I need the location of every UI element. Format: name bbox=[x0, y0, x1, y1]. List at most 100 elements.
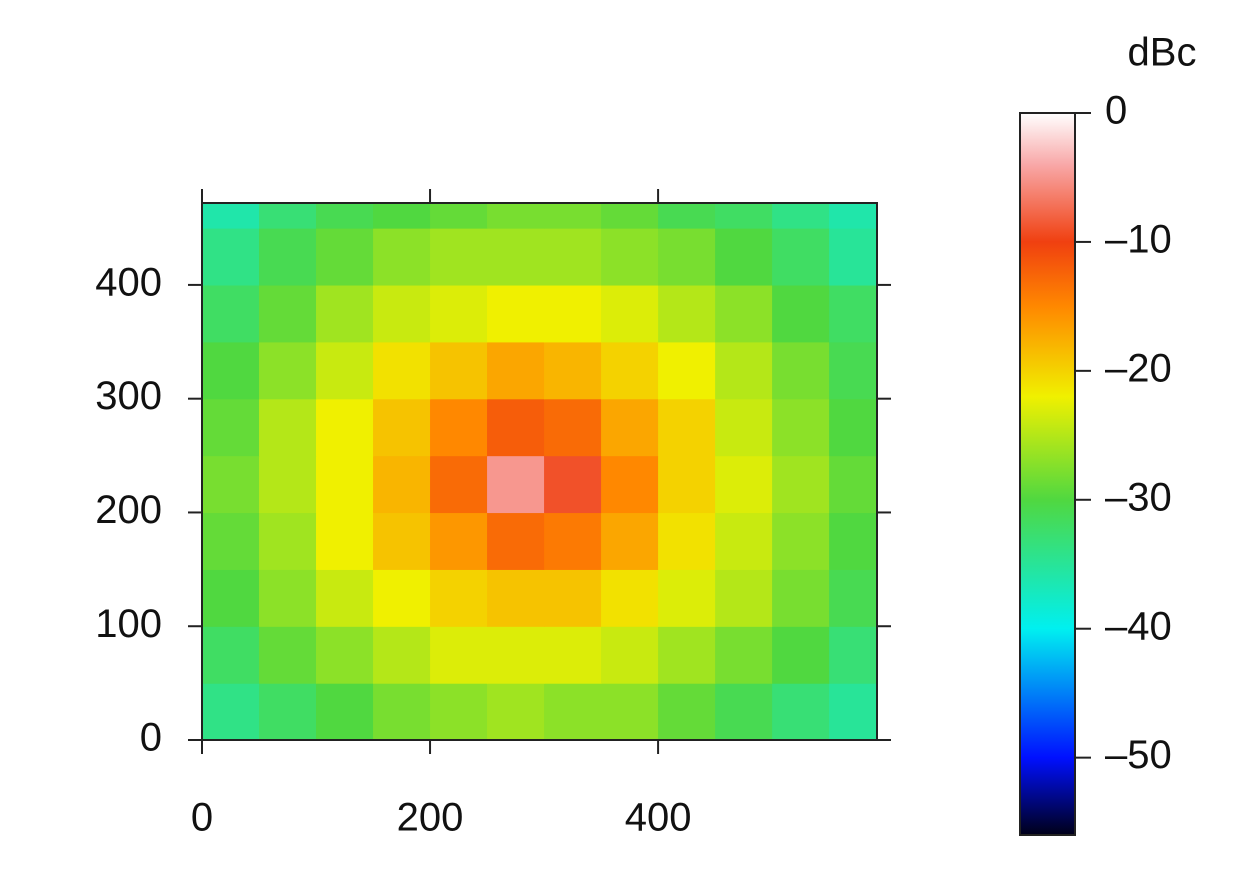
heatmap-cell bbox=[658, 455, 716, 514]
heatmap-cell bbox=[772, 203, 830, 229]
heatmap-cell bbox=[601, 512, 659, 570]
heatmap-cell bbox=[430, 341, 488, 400]
heatmap-cell bbox=[544, 398, 602, 457]
colorbar bbox=[1019, 112, 1076, 836]
heatmap-cell bbox=[373, 228, 431, 286]
y-tick-label: 200 bbox=[95, 488, 162, 532]
heatmap-cell bbox=[259, 626, 317, 684]
heatmap-cell bbox=[316, 228, 374, 286]
heatmap-cell bbox=[544, 341, 602, 400]
heatmap-cell bbox=[430, 203, 488, 229]
heatmap-cell bbox=[202, 203, 260, 229]
heatmap-cell bbox=[829, 512, 878, 570]
heatmap-cell bbox=[316, 284, 374, 343]
colorbar-tick-label: –40 bbox=[1105, 604, 1172, 648]
heatmap-cell bbox=[829, 455, 878, 514]
heatmap-cell bbox=[202, 228, 260, 286]
heatmap-cell bbox=[316, 626, 374, 684]
heatmap-cell bbox=[715, 626, 773, 684]
heatmap-cell bbox=[772, 626, 830, 684]
heatmap-cell bbox=[829, 569, 878, 627]
heatmap-cell bbox=[544, 284, 602, 343]
heatmap-cell bbox=[658, 398, 716, 457]
heatmap-cell bbox=[430, 626, 488, 684]
heatmap-cell bbox=[544, 455, 602, 514]
heatmap-cell bbox=[715, 203, 773, 229]
heatmap-cell bbox=[316, 683, 374, 741]
heatmap-cell bbox=[772, 284, 830, 343]
heatmap-cell bbox=[715, 455, 773, 514]
heatmap-cell bbox=[772, 569, 830, 627]
heatmap-cell bbox=[373, 341, 431, 400]
heatmap-cell bbox=[772, 341, 830, 400]
heatmap-cell bbox=[487, 203, 545, 229]
heatmap-cell bbox=[829, 228, 878, 286]
heatmap-cell bbox=[658, 512, 716, 570]
heatmap-cell bbox=[829, 626, 878, 684]
heatmap-cell bbox=[373, 455, 431, 514]
heatmap-cell bbox=[715, 398, 773, 457]
heatmap-cell bbox=[772, 683, 830, 741]
heatmap-cell bbox=[430, 228, 488, 286]
heatmap-cell bbox=[202, 512, 260, 570]
heatmap-cell bbox=[316, 398, 374, 457]
x-tick-label: 0 bbox=[191, 796, 213, 840]
heatmap-cell bbox=[601, 626, 659, 684]
heatmap-cell bbox=[373, 284, 431, 343]
heatmap-cell bbox=[259, 284, 317, 343]
heatmap-cell bbox=[202, 341, 260, 400]
heatmap-cell bbox=[658, 683, 716, 741]
heatmap-cell bbox=[601, 455, 659, 514]
heatmap-cell bbox=[772, 228, 830, 286]
heatmap-cell bbox=[487, 512, 545, 570]
heatmap-cell bbox=[601, 569, 659, 627]
heatmap-cell bbox=[772, 455, 830, 514]
heatmap-cell bbox=[544, 203, 602, 229]
heatmap-cell bbox=[259, 398, 317, 457]
heatmap-cell bbox=[601, 341, 659, 400]
heatmap-cell bbox=[316, 203, 374, 229]
heatmap-cell bbox=[829, 398, 878, 457]
heatmap-cell bbox=[373, 569, 431, 627]
heatmap-cell bbox=[373, 203, 431, 229]
colorbar-tick-label: –30 bbox=[1105, 475, 1172, 519]
heatmap-cell bbox=[658, 284, 716, 343]
heatmap-cell bbox=[316, 455, 374, 514]
heatmap-cell bbox=[202, 284, 260, 343]
heatmap-cell bbox=[487, 455, 545, 514]
heatmap-cell bbox=[259, 569, 317, 627]
heatmap-cell bbox=[544, 512, 602, 570]
heatmap-cell bbox=[202, 626, 260, 684]
heatmap-cell bbox=[373, 512, 431, 570]
plot-frame bbox=[201, 202, 878, 741]
heatmap-cell bbox=[202, 398, 260, 457]
x-tick-label: 200 bbox=[397, 796, 464, 840]
colorbar-tick-label: –50 bbox=[1105, 733, 1172, 777]
heatmap-cell bbox=[487, 341, 545, 400]
heatmap-cell bbox=[487, 683, 545, 741]
heatmap-cell bbox=[715, 341, 773, 400]
heatmap-cell bbox=[373, 683, 431, 741]
heatmap-cell bbox=[829, 683, 878, 741]
heatmap-cell bbox=[772, 398, 830, 457]
heatmap-cell bbox=[430, 512, 488, 570]
heatmap-cell bbox=[430, 398, 488, 457]
heatmap-cell bbox=[373, 398, 431, 457]
colorbar-tick-label: –20 bbox=[1105, 346, 1172, 390]
heatmap-cell bbox=[715, 228, 773, 286]
heatmap-cell bbox=[316, 512, 374, 570]
x-tick-label: 400 bbox=[625, 796, 692, 840]
heatmap-cell bbox=[658, 569, 716, 627]
heatmap-cell bbox=[487, 626, 545, 684]
heatmap-cell bbox=[544, 228, 602, 286]
y-tick-label: 100 bbox=[95, 602, 162, 646]
heatmap-cell bbox=[829, 284, 878, 343]
colorbar-tick-label: 0 bbox=[1105, 89, 1127, 133]
heatmap-cell bbox=[259, 683, 317, 741]
heatmap-cell bbox=[430, 284, 488, 343]
heatmap-cell bbox=[487, 284, 545, 343]
heatmap-cell bbox=[544, 683, 602, 741]
heatmap-cell bbox=[430, 455, 488, 514]
y-tick-label: 0 bbox=[140, 716, 162, 760]
heatmap-cell bbox=[259, 228, 317, 286]
